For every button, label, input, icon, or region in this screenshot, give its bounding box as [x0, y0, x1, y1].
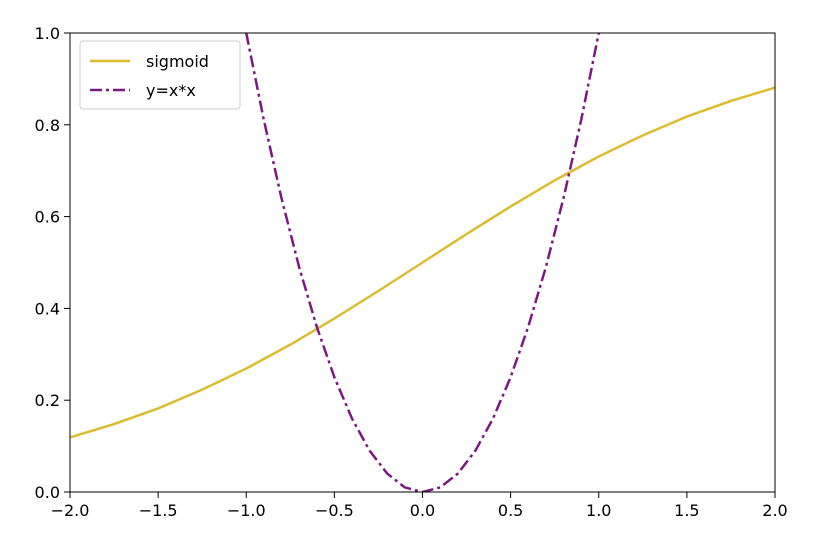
series-line-sigmoid — [70, 86, 775, 439]
x-tick-label: 1.0 — [586, 501, 611, 520]
x-tick-label: 2.0 — [762, 501, 787, 520]
x-axis: −2.0 −1.5 −1.0 −0.5 0.0 0.5 1.0 1.5 2.0 — [51, 492, 788, 520]
x-tick-label: −2.0 — [51, 501, 90, 520]
x-tick-label: 0.0 — [410, 501, 435, 520]
x-tick-label: 0.5 — [498, 501, 523, 520]
x-tick-label: −1.0 — [227, 501, 266, 520]
y-tick-label: 0.0 — [35, 483, 60, 502]
y-axis: 0.0 0.2 0.4 0.6 0.8 1.0 — [35, 24, 70, 502]
legend: sigmoid y=x*x — [79, 40, 241, 110]
y-tick-label: 0.6 — [35, 208, 60, 227]
series-layer — [70, 33, 775, 492]
y-tick-label: 0.4 — [35, 299, 60, 318]
x-tick-label: 1.5 — [674, 501, 699, 520]
x-tick-label: −1.5 — [139, 501, 178, 520]
legend-box — [79, 40, 241, 110]
x-tick-label: −0.5 — [315, 501, 354, 520]
y-tick-label: 0.8 — [35, 116, 60, 135]
y-tick-label: 1.0 — [35, 24, 60, 43]
series-line-x-squared — [245, 33, 600, 492]
legend-label: sigmoid — [146, 52, 209, 71]
legend-label: y=x*x — [146, 81, 196, 100]
y-tick-label: 0.2 — [35, 391, 60, 410]
